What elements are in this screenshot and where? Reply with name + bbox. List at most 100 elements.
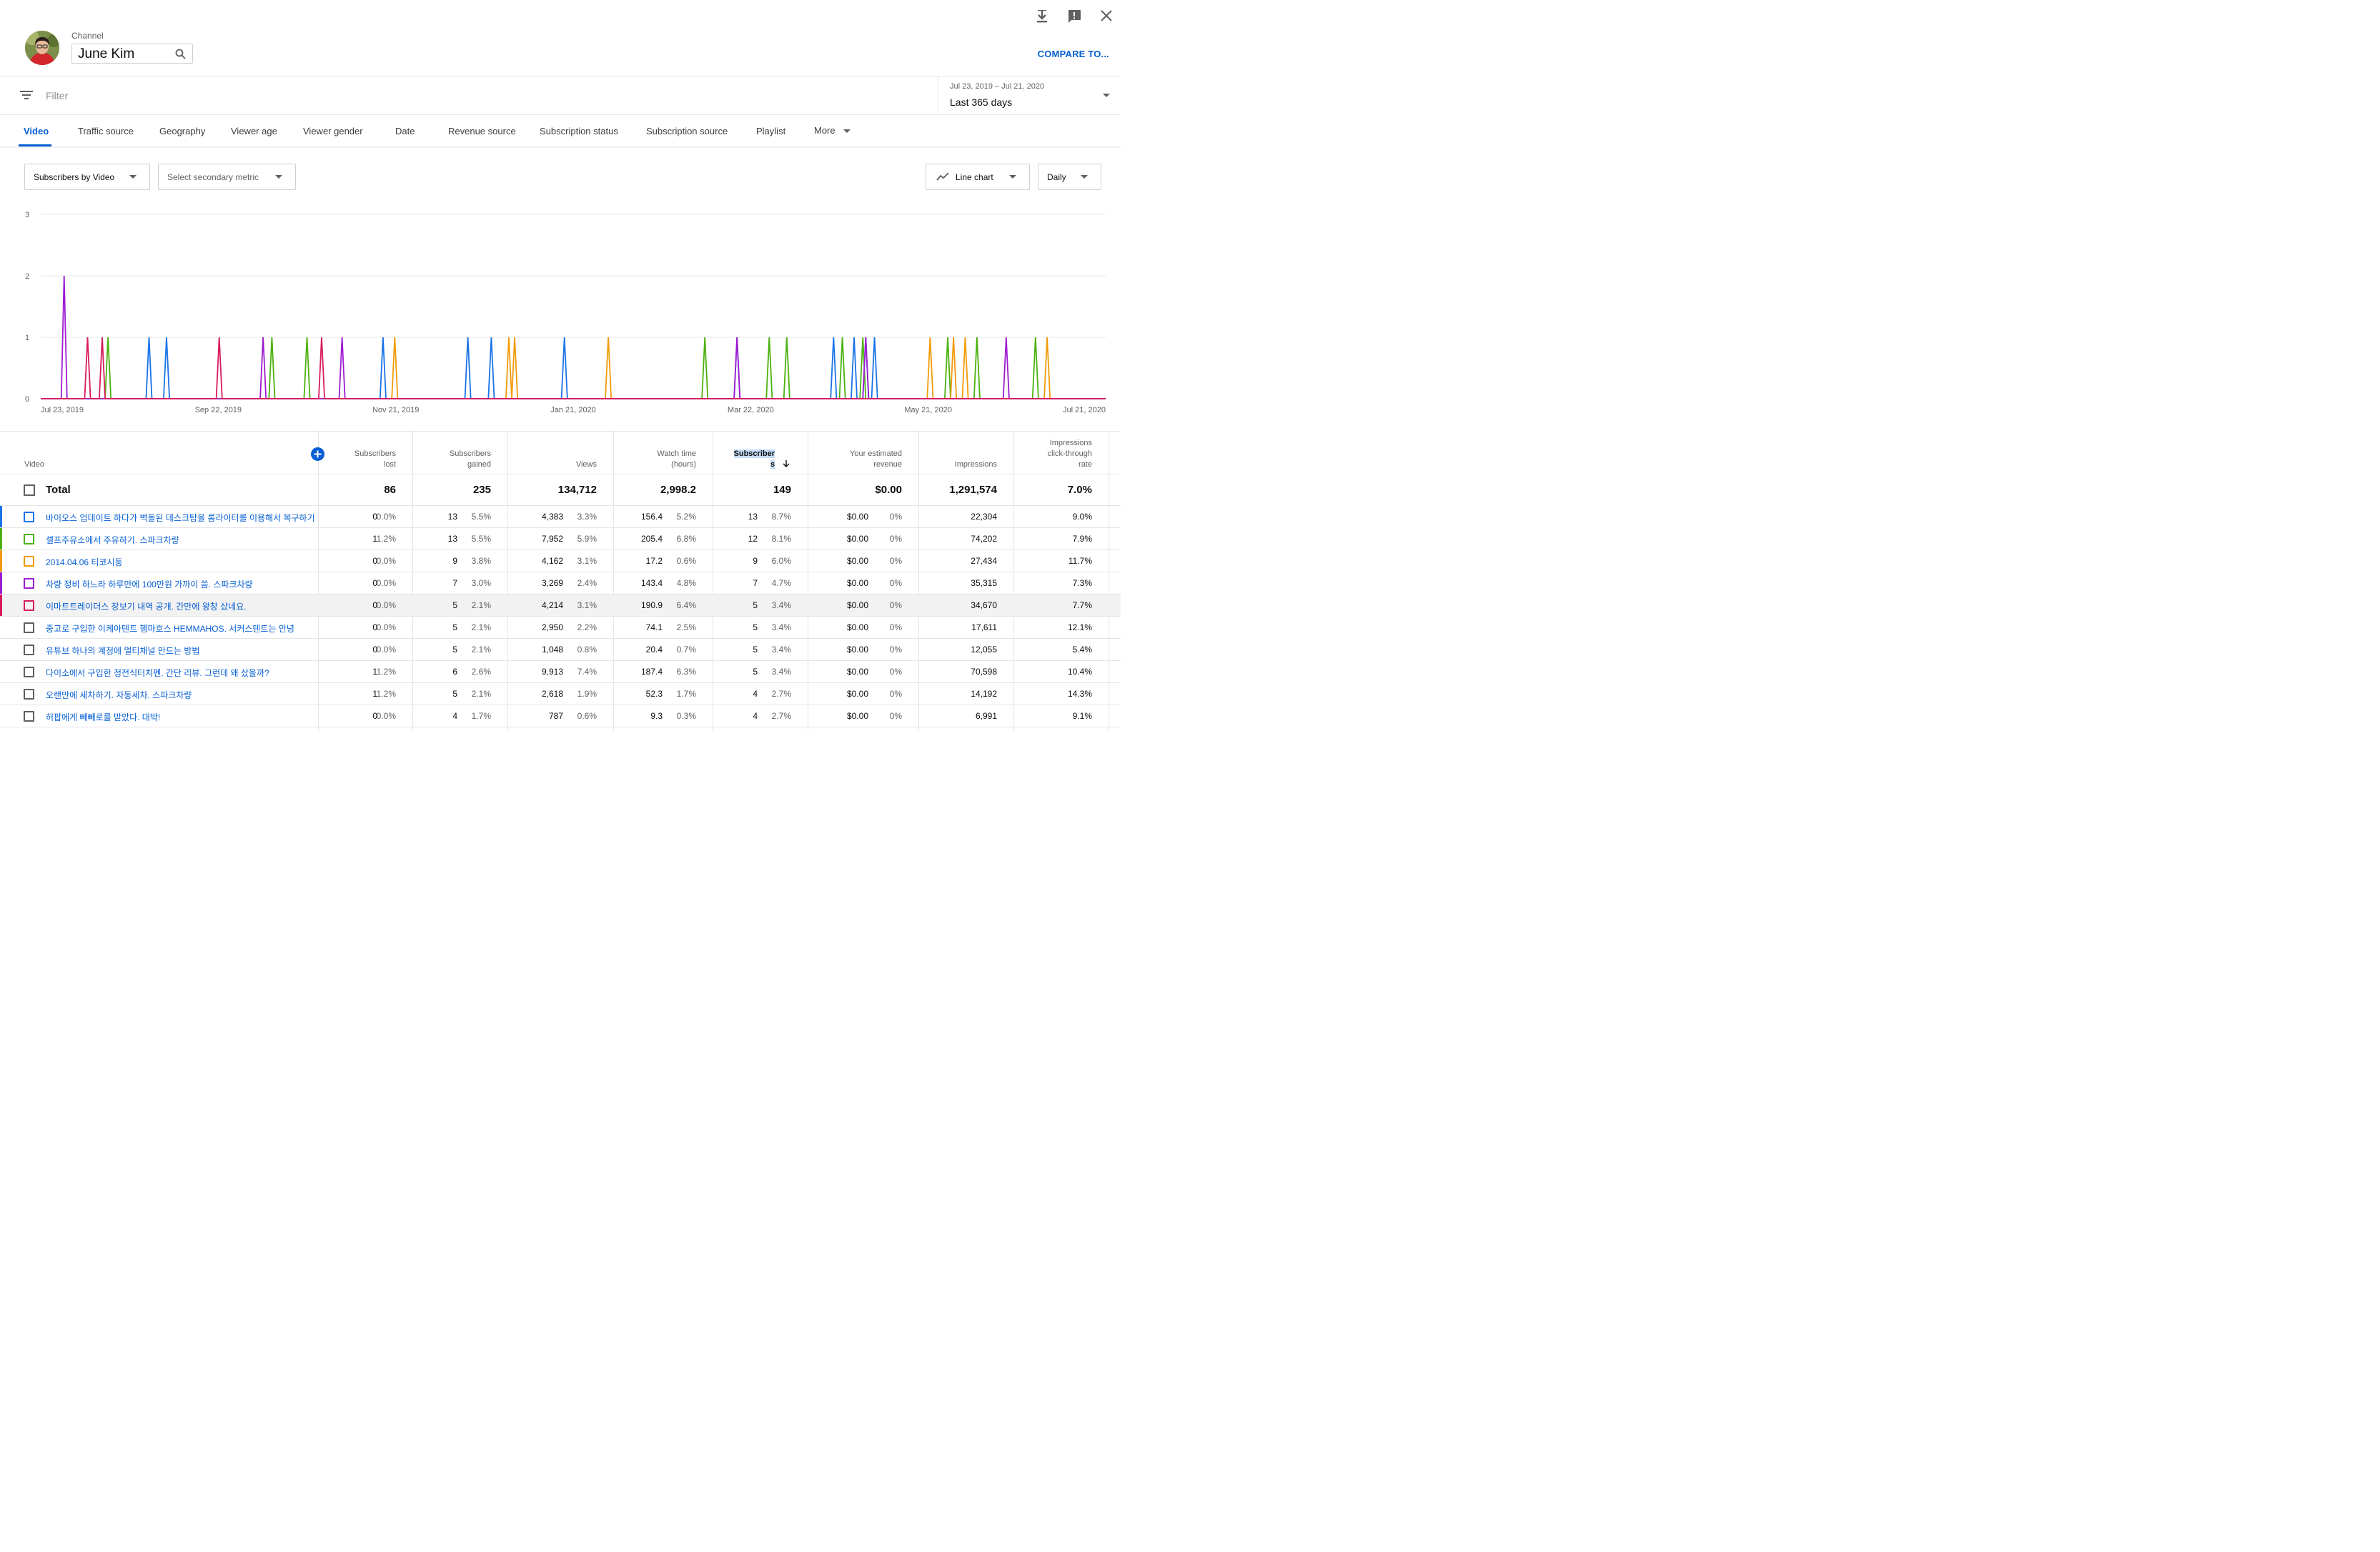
add-metric-button[interactable] [311, 447, 324, 461]
cell-subscribers-lost-pct: 0.0% [376, 512, 396, 522]
select-all-checkbox[interactable] [24, 484, 35, 496]
video-title-link[interactable]: 다이소에서 구입한 정전식터치펜. 간단 리뷰. 그런데 왜 샀을까? [46, 668, 269, 678]
feedback-button[interactable] [1064, 6, 1084, 26]
row-checkbox[interactable] [24, 534, 34, 544]
header-estimated-revenue[interactable]: Your estimated revenue [850, 449, 902, 470]
row-checkbox[interactable] [24, 622, 34, 633]
x-tick-label: Mar 22, 2020 [728, 406, 774, 414]
cell-watch-time-pct: 2.5% [676, 622, 696, 632]
sort-arrow-down-icon[interactable] [782, 459, 790, 468]
video-title-link[interactable]: 차량 정비 하느라 하루만에 100만원 가까이 씀. 스파크차량 [46, 579, 253, 590]
chart-type-dropdown[interactable]: Line chart [926, 164, 1030, 190]
row-border [0, 527, 1121, 528]
download-button[interactable] [1032, 6, 1052, 26]
header-subscribers-line1: Subscriber [733, 449, 775, 458]
video-title-link[interactable]: 셀프주유소에서 주유하기. 스파크차량 [46, 535, 179, 545]
total-watch-time: 2,998.2 [660, 484, 696, 496]
date-range-picker[interactable]: Jul 23, 2019 – Jul 21, 2020 Last 365 day… [938, 76, 1121, 114]
cell-revenue-pct: 0% [889, 578, 902, 588]
row-checkbox[interactable] [24, 689, 34, 700]
channel-name-input[interactable]: June Kim [78, 46, 135, 61]
series-color-indicator [0, 595, 2, 617]
tab-more[interactable]: More [814, 125, 851, 136]
series-line [41, 337, 1106, 399]
channel-search-box[interactable]: June Kim [71, 44, 193, 64]
cell-watch-time: 52.3 [645, 689, 663, 699]
row-checkbox[interactable] [24, 578, 34, 589]
row-checkbox[interactable] [24, 600, 34, 611]
cell-subscribers-pct: 8.1% [771, 534, 791, 544]
cell-subscribers-lost-pct: 1.2% [376, 689, 396, 699]
chevron-down-icon [275, 175, 282, 179]
header-watch-time[interactable]: Watch time (hours) [657, 449, 696, 470]
tab-geography[interactable]: Geography [159, 126, 206, 136]
tab-date[interactable]: Date [395, 126, 415, 136]
total-subscribers: 149 [773, 484, 791, 496]
tab-playlist[interactable]: Playlist [756, 126, 786, 136]
video-title-link[interactable]: 유튜브 하나의 계정에 멀티채널 만드는 방법 [46, 646, 200, 656]
filter-input[interactable]: Filter [46, 90, 69, 101]
cell-impressions: 74,202 [971, 534, 997, 544]
tab-subscription-status[interactable]: Subscription status [540, 126, 618, 136]
granularity-dropdown[interactable]: Daily [1038, 164, 1101, 190]
secondary-metric-dropdown[interactable]: Select secondary metric [158, 164, 296, 190]
header-subscribers-gained[interactable]: Subscribers gained [450, 449, 491, 470]
total-revenue: $0.00 [875, 484, 902, 496]
row-checkbox[interactable] [24, 645, 34, 655]
video-title-link[interactable]: 2014.04.06 티코시동 [46, 557, 123, 567]
header-impressions[interactable]: Impressions [954, 460, 997, 469]
cell-subscribers-lost-pct: 1.2% [376, 667, 396, 677]
x-tick-label: Jul 23, 2019 [41, 406, 84, 414]
cell-watch-time-pct: 6.3% [676, 667, 696, 677]
total-row-border [0, 505, 1121, 506]
line-chart-icon [936, 172, 949, 181]
primary-metric-dropdown[interactable]: Subscribers by Video [24, 164, 150, 190]
close-button[interactable] [1096, 6, 1116, 26]
search-icon[interactable] [175, 49, 186, 59]
header-views[interactable]: Views [575, 460, 597, 469]
total-impressions: 1,291,574 [949, 484, 997, 496]
table-row[interactable] [0, 595, 1121, 617]
cell-subscribers-lost: 1 [372, 534, 377, 544]
tab-viewer-gender[interactable]: Viewer gender [303, 126, 363, 136]
header-ctr-line2: click-through [1047, 449, 1092, 458]
tab-traffic-source[interactable]: Traffic source [78, 126, 134, 136]
cell-subscribers-gained: 7 [452, 578, 457, 588]
cell-watch-time: 205.4 [640, 534, 663, 544]
header-ctr[interactable]: Impressions click-through rate [1048, 438, 1092, 470]
cell-subscribers: 5 [753, 667, 758, 677]
video-title-link[interactable]: 이마트트레이더스 장보기 내역 공개. 간만에 왕창 샀네요. [46, 602, 247, 612]
header-video[interactable]: Video [24, 460, 44, 469]
tab-viewer-age[interactable]: Viewer age [231, 126, 277, 136]
cell-subscribers-lost: 0 [372, 512, 377, 522]
video-title-link[interactable]: 바이오스 업데이트 하다가 벽돌된 데스크탑을 롬라이터를 이용해서 복구하기 [46, 513, 315, 523]
cell-subscribers-pct: 8.7% [771, 512, 791, 522]
video-title-link[interactable]: 오랜만에 세차하기. 자동세차. 스파크차량 [46, 690, 192, 700]
total-subscribers-gained: 235 [472, 484, 491, 496]
tab-subscription-source[interactable]: Subscription source [646, 126, 728, 136]
row-checkbox[interactable] [24, 711, 34, 722]
cell-watch-time-pct: 0.3% [676, 711, 696, 721]
row-checkbox[interactable] [24, 667, 34, 677]
video-title-link[interactable]: 허팝에게 빼빼로를 받았다. 대박! [46, 712, 161, 722]
row-checkbox[interactable] [24, 512, 34, 522]
x-tick-label: Sep 22, 2019 [195, 406, 242, 414]
header-subscribers-lost[interactable]: Subscribers lost [354, 449, 396, 470]
cell-views-pct: 0.6% [577, 711, 597, 721]
filter-icon[interactable] [20, 90, 33, 100]
cell-subscribers-gained-pct: 3.8% [471, 556, 491, 566]
cell-subscribers: 4 [753, 689, 758, 699]
date-period-text: Last 365 days [950, 96, 1013, 108]
compare-to-button[interactable]: COMPARE TO... [1037, 49, 1109, 59]
row-checkbox[interactable] [24, 556, 34, 567]
chevron-down-icon [1081, 175, 1088, 179]
cell-impressions: 17,611 [971, 622, 997, 632]
cell-revenue: $0.00 [846, 645, 868, 655]
column-separator [318, 432, 319, 731]
tab-revenue-source[interactable]: Revenue source [448, 126, 516, 136]
header-subscribers[interactable]: Subscriber s [733, 449, 775, 470]
cell-ctr: 11.7% [1068, 556, 1092, 566]
tab-video[interactable]: Video [24, 126, 49, 136]
video-title-link[interactable]: 중고로 구입한 이케아텐트 헴마호스 HEMMAHOS. 서커스텐트는 안녕 [46, 624, 294, 634]
series-color-indicator [0, 528, 2, 550]
